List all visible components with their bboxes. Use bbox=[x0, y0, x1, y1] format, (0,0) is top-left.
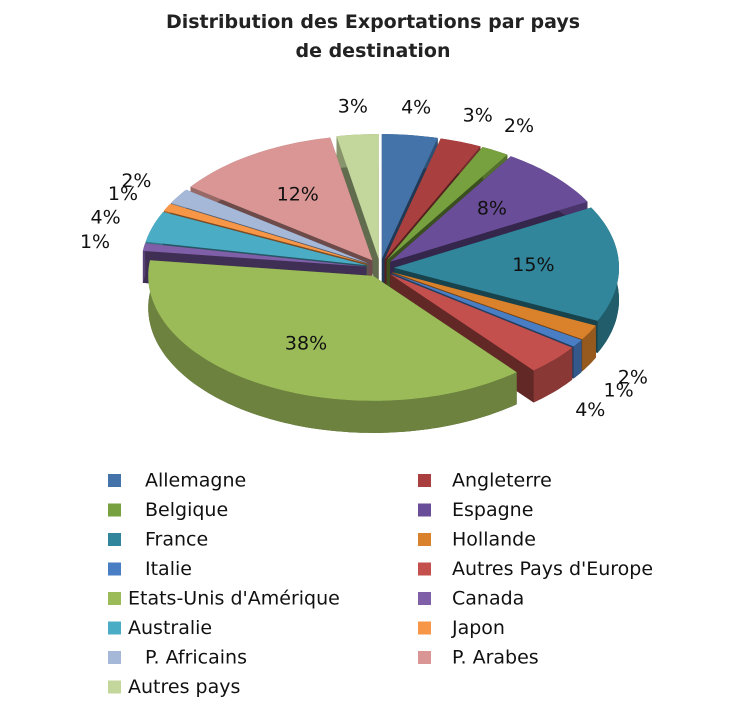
legend-label: Autres Pays d'Europe bbox=[452, 558, 653, 580]
slice bbox=[390, 156, 588, 262]
data-label: 1% bbox=[108, 183, 138, 205]
data-label: 2% bbox=[121, 170, 151, 192]
slice bbox=[381, 134, 438, 260]
slice-side bbox=[573, 340, 582, 379]
legend-swatch bbox=[418, 651, 431, 664]
legend-swatch bbox=[418, 503, 431, 517]
legend-label: Belgique bbox=[145, 499, 228, 521]
slice bbox=[384, 138, 481, 260]
legend-swatch bbox=[108, 562, 121, 576]
legend-label: Espagne bbox=[452, 499, 533, 521]
slice bbox=[163, 203, 368, 264]
slice-side bbox=[148, 260, 517, 433]
data-label: 1% bbox=[80, 231, 110, 253]
legend-swatch bbox=[418, 474, 431, 487]
legend-label: Italie bbox=[145, 558, 192, 580]
data-label: 4% bbox=[401, 96, 431, 118]
legend-label: P. Africains bbox=[145, 647, 247, 669]
legend-label: Australie bbox=[128, 617, 212, 639]
legend-label: Canada bbox=[452, 588, 524, 610]
slice bbox=[142, 243, 367, 267]
legend-swatch bbox=[108, 503, 121, 517]
data-label: 2% bbox=[504, 115, 534, 137]
slice-side bbox=[142, 243, 146, 283]
data-label: 12% bbox=[277, 183, 319, 205]
data-label: 8% bbox=[477, 197, 507, 219]
legend-label: Japon bbox=[451, 617, 505, 639]
slice bbox=[148, 260, 517, 401]
legend-label: Allemagne bbox=[145, 470, 246, 492]
data-label: 3% bbox=[338, 96, 368, 118]
slice bbox=[390, 274, 573, 371]
slice-side bbox=[582, 325, 596, 372]
legend-swatch bbox=[108, 651, 121, 664]
data-label: 38% bbox=[285, 332, 327, 354]
data-label: 4% bbox=[575, 399, 605, 421]
legend-swatch bbox=[108, 621, 121, 635]
data-label: 4% bbox=[91, 207, 121, 229]
chart-title: Distribution des Exportations par pays d… bbox=[165, 11, 581, 62]
legend-swatch bbox=[108, 533, 121, 546]
data-label: 15% bbox=[512, 254, 554, 276]
legend-swatch bbox=[108, 680, 121, 694]
legend-label: Etats-Unis d'Amérique bbox=[128, 588, 340, 610]
slice bbox=[394, 207, 619, 321]
legend-swatch bbox=[418, 621, 431, 635]
slice bbox=[145, 212, 367, 266]
slice bbox=[386, 147, 508, 261]
slice bbox=[391, 273, 582, 347]
slice-side bbox=[533, 347, 573, 403]
legend-label: Hollande bbox=[452, 529, 536, 551]
legend-label: France bbox=[145, 529, 208, 551]
legend-label: Angleterre bbox=[452, 470, 552, 492]
legend-swatch bbox=[418, 562, 431, 576]
slice bbox=[171, 189, 369, 264]
slice bbox=[336, 134, 379, 259]
data-label: 3% bbox=[463, 105, 493, 127]
data-label: 1% bbox=[604, 379, 634, 401]
legend-label: P. Arabes bbox=[452, 647, 539, 669]
data-label: 2% bbox=[618, 366, 648, 388]
legend-swatch bbox=[108, 592, 121, 605]
legend-swatch bbox=[418, 592, 431, 605]
slice bbox=[190, 137, 373, 261]
slice bbox=[392, 272, 596, 340]
legend-swatch bbox=[418, 533, 431, 546]
legend-label: Autres pays bbox=[128, 676, 240, 698]
legend-swatch bbox=[108, 474, 121, 487]
